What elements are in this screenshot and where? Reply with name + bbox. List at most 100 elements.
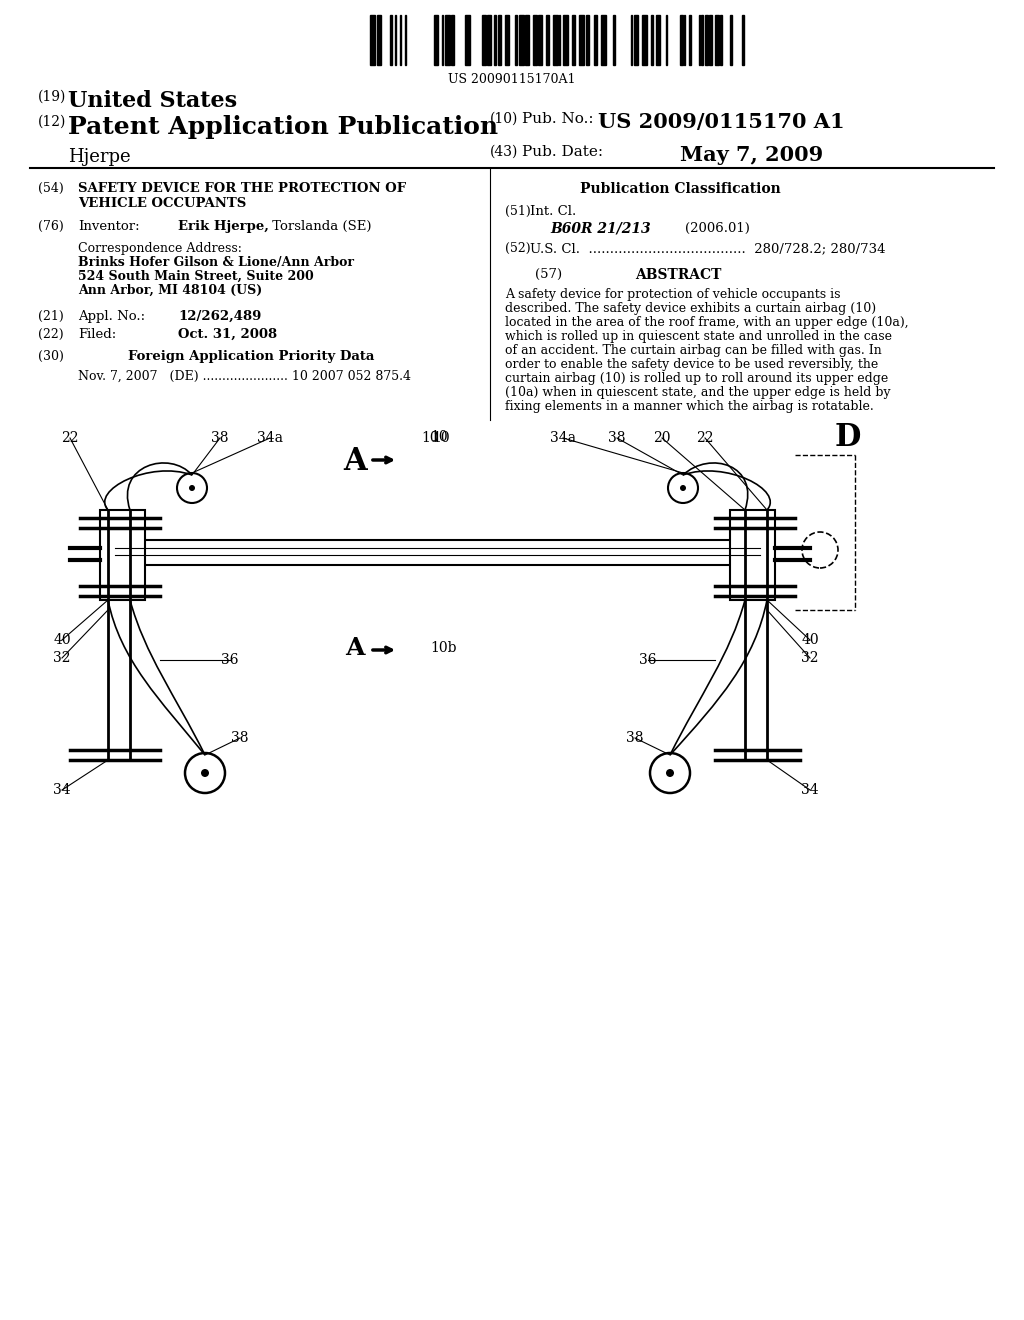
Text: which is rolled up in quiescent state and unrolled in the case: which is rolled up in quiescent state an… bbox=[505, 330, 892, 343]
Text: 22: 22 bbox=[696, 432, 714, 445]
Text: 10b: 10b bbox=[430, 642, 457, 655]
Circle shape bbox=[680, 484, 686, 491]
Text: fixing elements in a manner which the airbag is rotatable.: fixing elements in a manner which the ai… bbox=[505, 400, 873, 413]
Text: 38: 38 bbox=[211, 432, 228, 445]
Bar bbox=[553, 15, 558, 65]
Text: (54): (54) bbox=[38, 182, 63, 195]
Text: 36: 36 bbox=[639, 653, 656, 667]
Text: Inventor:: Inventor: bbox=[78, 220, 139, 234]
Bar bbox=[115, 540, 760, 565]
Bar bbox=[515, 15, 517, 65]
Text: 10: 10 bbox=[432, 432, 450, 445]
Bar bbox=[715, 15, 719, 65]
Text: Nov. 7, 2007   (DE) ...................... 10 2007 052 875.4: Nov. 7, 2007 (DE) ......................… bbox=[78, 370, 411, 383]
Text: (2006.01): (2006.01) bbox=[685, 222, 750, 235]
Text: SAFETY DEVICE FOR THE PROTECTION OF: SAFETY DEVICE FOR THE PROTECTION OF bbox=[78, 182, 407, 195]
Text: 524 South Main Street, Suite 200: 524 South Main Street, Suite 200 bbox=[78, 271, 313, 282]
Text: 38: 38 bbox=[231, 731, 249, 744]
Text: 20: 20 bbox=[653, 432, 671, 445]
Bar bbox=[498, 15, 501, 65]
Text: 10: 10 bbox=[421, 432, 439, 445]
Text: United States: United States bbox=[68, 90, 238, 112]
Text: 32: 32 bbox=[801, 651, 819, 665]
Text: Publication Classification: Publication Classification bbox=[580, 182, 780, 195]
Bar bbox=[482, 15, 486, 65]
Bar bbox=[613, 15, 615, 65]
Text: Ann Arbor, MI 48104 (US): Ann Arbor, MI 48104 (US) bbox=[78, 284, 262, 297]
Text: (43): (43) bbox=[490, 145, 518, 158]
Bar bbox=[451, 15, 454, 65]
Bar bbox=[730, 15, 732, 65]
Text: Int. Cl.: Int. Cl. bbox=[530, 205, 577, 218]
Bar bbox=[656, 15, 660, 65]
Text: Oct. 31, 2008: Oct. 31, 2008 bbox=[178, 327, 278, 341]
Circle shape bbox=[189, 484, 195, 491]
Text: US 20090115170A1: US 20090115170A1 bbox=[449, 73, 575, 86]
Bar bbox=[642, 15, 647, 65]
Text: 38: 38 bbox=[627, 731, 644, 744]
Text: Foreign Application Priority Data: Foreign Application Priority Data bbox=[128, 350, 375, 363]
Bar bbox=[494, 15, 496, 65]
Text: 10: 10 bbox=[430, 430, 447, 444]
Bar bbox=[390, 15, 392, 65]
Text: 32: 32 bbox=[53, 651, 71, 665]
Text: (52): (52) bbox=[505, 242, 530, 255]
Text: 34: 34 bbox=[801, 783, 819, 797]
Circle shape bbox=[666, 770, 674, 777]
Bar bbox=[572, 15, 575, 65]
Text: (10): (10) bbox=[490, 112, 518, 125]
Text: (51): (51) bbox=[505, 205, 530, 218]
Bar bbox=[730, 510, 775, 601]
Bar bbox=[546, 15, 549, 65]
Text: curtain airbag (10) is rolled up to roll around its upper edge: curtain airbag (10) is rolled up to roll… bbox=[505, 372, 888, 385]
Bar bbox=[563, 15, 568, 65]
Text: (21): (21) bbox=[38, 310, 63, 323]
Bar bbox=[701, 15, 703, 65]
Text: (22): (22) bbox=[38, 327, 63, 341]
Text: 12/262,489: 12/262,489 bbox=[178, 310, 261, 323]
Text: 34a: 34a bbox=[550, 432, 575, 445]
Text: (76): (76) bbox=[38, 220, 63, 234]
Bar bbox=[465, 15, 470, 65]
Bar bbox=[586, 15, 589, 65]
Text: located in the area of the roof frame, with an upper edge (10a),: located in the area of the roof frame, w… bbox=[505, 315, 908, 329]
Text: (12): (12) bbox=[38, 115, 67, 129]
Bar bbox=[434, 15, 438, 65]
Text: A: A bbox=[343, 446, 367, 477]
Text: described. The safety device exhibits a curtain airbag (10): described. The safety device exhibits a … bbox=[505, 302, 877, 315]
Text: D: D bbox=[835, 422, 861, 454]
Text: Brinks Hofer Gilson & Lione/Ann Arbor: Brinks Hofer Gilson & Lione/Ann Arbor bbox=[78, 256, 354, 269]
Text: order to enable the safety device to be used reversibly, the: order to enable the safety device to be … bbox=[505, 358, 879, 371]
Bar bbox=[651, 15, 653, 65]
Bar bbox=[709, 15, 712, 65]
Bar bbox=[534, 15, 537, 65]
Text: 22: 22 bbox=[61, 432, 79, 445]
Bar bbox=[377, 15, 381, 65]
Bar bbox=[487, 15, 490, 65]
Text: May 7, 2009: May 7, 2009 bbox=[680, 145, 823, 165]
Text: 40: 40 bbox=[801, 634, 819, 647]
Bar bbox=[505, 15, 509, 65]
Text: US 2009/0115170 A1: US 2009/0115170 A1 bbox=[598, 112, 845, 132]
Text: (10a) when in quiescent state, and the upper edge is held by: (10a) when in quiescent state, and the u… bbox=[505, 385, 891, 399]
Text: VEHICLE OCCUPANTS: VEHICLE OCCUPANTS bbox=[78, 197, 246, 210]
Text: A: A bbox=[345, 636, 365, 660]
Bar bbox=[594, 15, 597, 65]
Text: Correspondence Address:: Correspondence Address: bbox=[78, 242, 242, 255]
Text: 34a: 34a bbox=[257, 432, 283, 445]
Text: (57): (57) bbox=[535, 268, 562, 281]
Text: 34: 34 bbox=[53, 783, 71, 797]
Circle shape bbox=[201, 770, 209, 777]
Text: Filed:: Filed: bbox=[78, 327, 117, 341]
Bar bbox=[634, 15, 638, 65]
Bar bbox=[720, 15, 722, 65]
Bar bbox=[538, 15, 542, 65]
Bar bbox=[445, 15, 450, 65]
Text: B60R 21/213: B60R 21/213 bbox=[550, 222, 650, 236]
Text: Pub. No.:: Pub. No.: bbox=[522, 112, 594, 125]
Text: Erik Hjerpe,: Erik Hjerpe, bbox=[178, 220, 269, 234]
Text: ABSTRACT: ABSTRACT bbox=[635, 268, 721, 282]
Text: U.S. Cl.  .....................................  280/728.2; 280/734: U.S. Cl. ...............................… bbox=[530, 242, 886, 255]
Text: of an accident. The curtain airbag can be filled with gas. In: of an accident. The curtain airbag can b… bbox=[505, 345, 882, 356]
Bar bbox=[579, 15, 584, 65]
